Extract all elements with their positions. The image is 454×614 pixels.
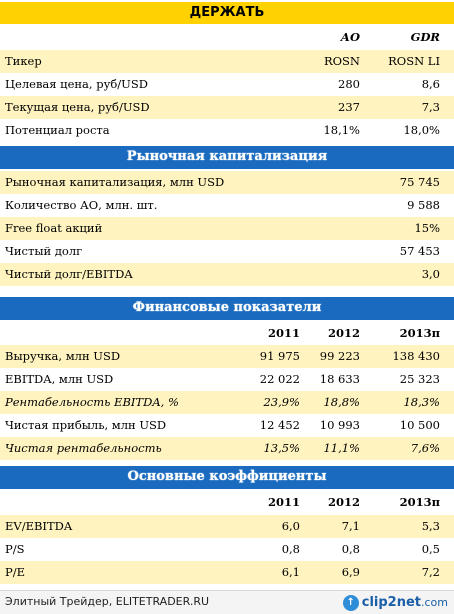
row-label: Текущая цена, руб/USD <box>5 100 150 114</box>
value-2011: 0,8 <box>281 542 300 556</box>
stock-summary-table: ДЕРЖАТЬ АО GDR Тикер ROSN ROSN LI Целева… <box>0 2 454 584</box>
value-2013: 5,3 <box>421 519 440 533</box>
ratios-bar: Основные коэффициенты <box>0 466 454 489</box>
value-2011: 6,1 <box>281 565 300 579</box>
ao-value: 280 <box>338 77 360 91</box>
value-2013: 25 323 <box>399 372 440 386</box>
value-2013: 18,3% <box>403 395 440 409</box>
year-header: 2013п <box>399 495 440 509</box>
market-cap-row: Чистый долг/EBITDA 3,0 <box>0 263 454 286</box>
year-header: 2013п <box>399 326 440 340</box>
value-2013: 0,5 <box>421 542 440 556</box>
row-label: Рентабельность EBITDA, % <box>5 395 179 409</box>
ao-header: АО <box>340 30 360 44</box>
year-header: 2011 <box>267 495 300 509</box>
row-label: Тикер <box>5 54 42 68</box>
market-cap-row: Free float акций 15% <box>0 217 454 240</box>
share-row: Целевая цена, руб/USD 280 8,6 <box>0 73 454 96</box>
financials-row: Рентабельность EBITDA, % 23,9% 18,8% 18,… <box>0 391 454 414</box>
financials-row: EBITDA, млн USD 22 022 18 633 25 323 <box>0 368 454 391</box>
ao-value: ROSN <box>323 54 360 68</box>
value-2012: 99 223 <box>319 349 360 363</box>
market-cap-row: Количество АО, млн. шт. 9 588 <box>0 194 454 217</box>
value-2012: 0,8 <box>341 542 360 556</box>
value-2011: 6,0 <box>281 519 300 533</box>
market-cap-row: Рыночная капитализация, млн USD 75 745 <box>0 171 454 194</box>
value-2012: 18 633 <box>319 372 360 386</box>
value-2012: 10 993 <box>319 418 360 432</box>
share-row: Текущая цена, руб/USD 237 7,3 <box>0 96 454 119</box>
row-label: Чистая рентабельность <box>5 441 162 455</box>
watermark-footer: Элитный Трейдер, ELITETRADER.RU ↑ clip2n… <box>0 590 454 614</box>
financials-row: Чистая прибыль, млн USD 12 452 10 993 10… <box>0 414 454 437</box>
value-2012: 7,1 <box>341 519 360 533</box>
share-row: Тикер ROSN ROSN LI <box>0 50 454 73</box>
share-row: Потенциал роста 18,1% 18,0% <box>0 119 454 142</box>
gdr-value: ROSN LI <box>388 54 440 68</box>
financials-bar: Финансовые показатели <box>0 297 454 320</box>
market-cap-bar: Рыночная капитализация <box>0 146 454 169</box>
row-label: Рыночная капитализация, млн USD <box>5 175 225 189</box>
value-2013: 138 430 <box>392 349 440 363</box>
value-2012: 11,1% <box>323 441 360 455</box>
row-label: P/S <box>5 542 25 556</box>
value-2012: 18,8% <box>323 395 360 409</box>
gdr-value: 8,6 <box>421 77 440 91</box>
upload-icon: ↑ <box>342 594 359 611</box>
value-2011: 23,9% <box>263 395 300 409</box>
row-label: Количество АО, млн. шт. <box>5 198 158 212</box>
gdr-value: 7,3 <box>421 100 440 114</box>
source-text: Элитный Трейдер, ELITETRADER.RU <box>5 595 210 608</box>
year-header: 2012 <box>327 495 360 509</box>
rating-label: ДЕРЖАТЬ <box>189 5 265 20</box>
row-value: 57 453 <box>399 244 440 258</box>
market-cap-title: Рыночная капитализация <box>126 149 328 164</box>
financials-row: Выручка, млн USD 91 975 99 223 138 430 <box>0 345 454 368</box>
market-cap-row: Чистый долг 57 453 <box>0 240 454 263</box>
row-label: Потенциал роста <box>5 123 110 137</box>
value-2013: 7,6% <box>410 441 440 455</box>
gdr-value: 18,0% <box>403 123 440 137</box>
year-header: 2012 <box>327 326 360 340</box>
row-value: 15% <box>414 221 440 235</box>
ratios-row: P/E 6,1 6,9 7,2 <box>0 561 454 584</box>
ratios-row: P/S 0,8 0,8 0,5 <box>0 538 454 561</box>
row-label: Чистый долг/EBITDA <box>5 267 133 281</box>
year-header: 2011 <box>267 326 300 340</box>
row-value: 75 745 <box>399 175 440 189</box>
rating-bar: ДЕРЖАТЬ <box>0 2 454 24</box>
row-label: EV/EBITDA <box>5 519 73 533</box>
logo-main: clip2net <box>361 595 421 610</box>
ratios-title: Основные коэффициенты <box>127 469 327 484</box>
row-value: 9 588 <box>407 198 440 212</box>
logo-suffix: .com <box>421 596 448 609</box>
row-label: EBITDA, млн USD <box>5 372 114 386</box>
value-2011: 22 022 <box>259 372 300 386</box>
row-label: Целевая цена, руб/USD <box>5 77 148 91</box>
value-2011: 91 975 <box>259 349 300 363</box>
value-2013: 10 500 <box>399 418 440 432</box>
ao-value: 18,1% <box>323 123 360 137</box>
value-2012: 6,9 <box>341 565 360 579</box>
financials-title: Финансовые показатели <box>132 300 322 315</box>
ratios-row: EV/EBITDA 6,0 7,1 5,3 <box>0 515 454 538</box>
financials-row: Чистая рентабельность 13,5% 11,1% 7,6% <box>0 437 454 460</box>
row-label: Free float акций <box>5 221 103 235</box>
row-label: Чистая прибыль, млн USD <box>5 418 167 432</box>
share-header-row: АО GDR <box>0 26 454 48</box>
row-value: 3,0 <box>421 267 440 281</box>
clip2net-logo[interactable]: ↑ clip2net .com <box>342 593 448 612</box>
ao-value: 237 <box>338 100 360 114</box>
row-label: Чистый долг <box>5 244 83 258</box>
value-2011: 13,5% <box>263 441 300 455</box>
gdr-header: GDR <box>410 30 440 44</box>
value-2013: 7,2 <box>421 565 440 579</box>
value-2011: 12 452 <box>259 418 300 432</box>
row-label: P/E <box>5 565 26 579</box>
row-label: Выручка, млн USD <box>5 349 121 363</box>
financials-header-row: 2011 2012 2013п <box>0 322 454 345</box>
ratios-header-row: 2011 2012 2013п <box>0 491 454 514</box>
